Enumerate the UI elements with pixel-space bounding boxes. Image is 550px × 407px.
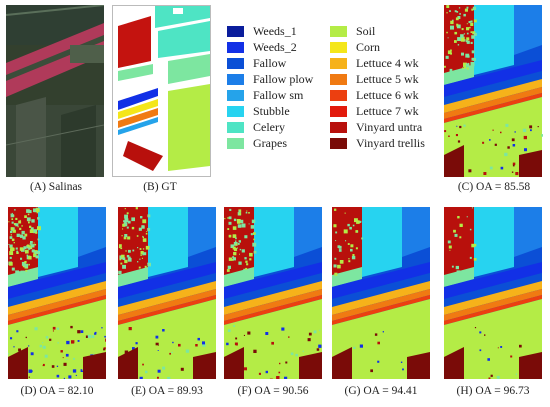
legend-label: Soil	[356, 23, 376, 38]
legend-item: Corn	[330, 40, 380, 54]
legend-item: Lettuce 5 wk	[330, 72, 419, 86]
legend-label: Grapes	[253, 135, 287, 150]
legend-label: Vinyard trellis	[356, 135, 425, 150]
legend-swatch	[227, 41, 244, 53]
legend-swatch	[227, 73, 244, 85]
legend-item: Fallow	[227, 56, 286, 70]
caption-gt: (B) GT	[143, 181, 177, 193]
caption-h: (H) OA = 96.73	[456, 385, 530, 397]
classification-map-f	[224, 207, 322, 379]
legend-label: Lettuce 6 wk	[356, 87, 419, 102]
legend-swatch	[227, 105, 244, 117]
legend-label: Lettuce 7 wk	[356, 103, 419, 118]
legend-item: Lettuce 7 wk	[330, 104, 419, 118]
legend-item: Vinyard trellis	[330, 136, 425, 150]
legend-item: Lettuce 6 wk	[330, 88, 419, 102]
legend-label: Corn	[356, 39, 380, 54]
legend-label: Fallow	[253, 55, 287, 70]
legend-item: Weeds_2	[227, 40, 297, 54]
classification-map-g	[332, 207, 430, 379]
caption-c: (C) OA = 85.58	[457, 181, 531, 193]
caption-e: (E) OA = 89.93	[131, 385, 203, 397]
legend-swatch	[330, 41, 347, 53]
legend-item: Weeds_1	[227, 24, 297, 38]
legend-label: Lettuce 4 wk	[356, 55, 419, 70]
legend-item: Vinyard untra	[330, 120, 422, 134]
legend-label: Fallow sm	[253, 87, 304, 102]
caption-g: (G) OA = 94.41	[344, 385, 418, 397]
classification-map-e	[118, 207, 216, 379]
legend-swatch	[330, 121, 347, 133]
classification-map-h	[444, 207, 542, 379]
legend-swatch	[330, 25, 347, 37]
legend-swatch	[330, 89, 347, 101]
caption-salinas: (A) Salinas	[29, 181, 83, 193]
legend-item: Celery	[227, 120, 285, 134]
legend-swatch	[227, 137, 244, 149]
legend-label: Stubble	[253, 103, 290, 118]
legend-label: Celery	[253, 119, 285, 134]
legend-label: Fallow plow	[253, 71, 314, 86]
legend-swatch	[330, 137, 347, 149]
legend-item: Lettuce 4 wk	[330, 56, 419, 70]
classification-map-c	[444, 5, 543, 177]
legend-swatch	[227, 57, 244, 69]
legend-label: Lettuce 5 wk	[356, 71, 419, 86]
legend-item: Fallow plow	[227, 72, 313, 86]
legend-label: Weeds_2	[253, 39, 297, 54]
legend-label: Weeds_1	[253, 23, 297, 38]
ground-truth-map	[112, 5, 211, 177]
legend-label: Vinyard untra	[356, 119, 423, 134]
legend-item: Soil	[330, 24, 375, 38]
salinas-rgb-image	[6, 5, 104, 177]
legend-swatch	[330, 57, 347, 69]
legend-swatch	[330, 105, 347, 117]
legend-item: Grapes	[227, 136, 287, 150]
legend-swatch	[227, 25, 244, 37]
legend-item: Stubble	[227, 104, 290, 118]
legend-swatch	[330, 73, 347, 85]
legend-swatch	[227, 89, 244, 101]
caption-f: (F) OA = 90.56	[237, 385, 309, 397]
legend-swatch	[227, 121, 244, 133]
caption-d: (D) OA = 82.10	[20, 385, 94, 397]
classification-map-d	[8, 207, 106, 379]
legend-item: Fallow sm	[227, 88, 303, 102]
